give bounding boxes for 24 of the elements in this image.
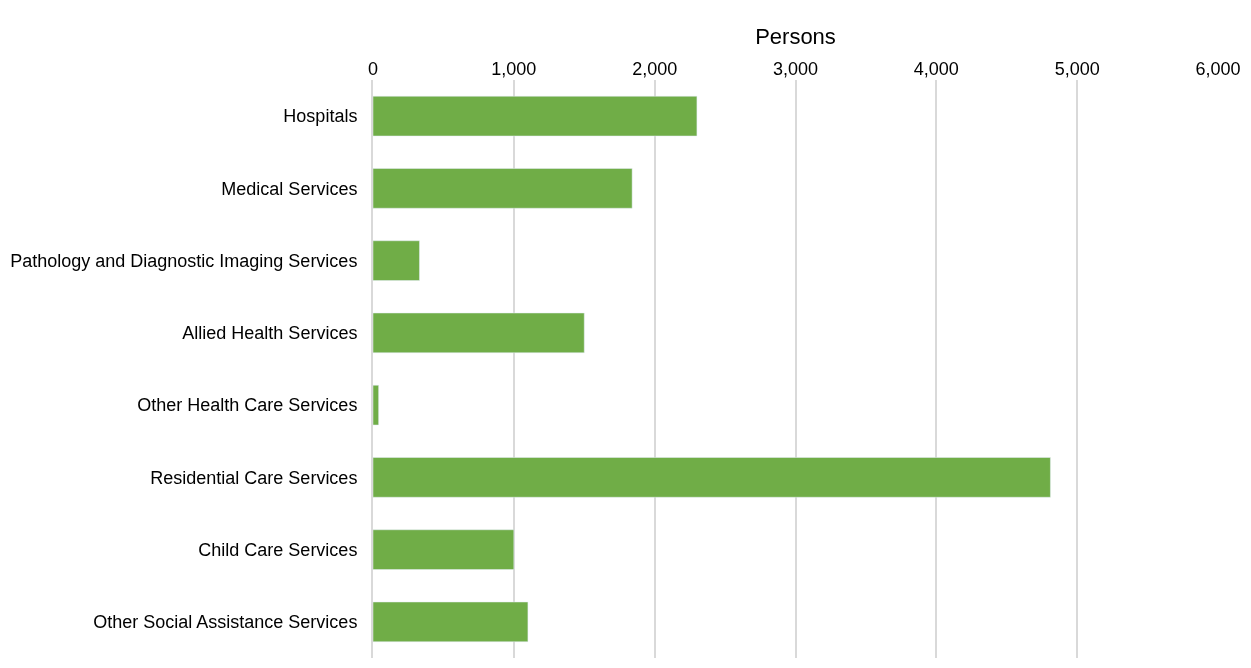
x-tick-label: 6,000: [1195, 59, 1241, 80]
x-tick-label: 5,000: [1054, 59, 1100, 80]
y-tick-label: Other Health Care Services: [137, 395, 358, 416]
bar: [373, 385, 379, 426]
y-tick-label: Hospitals: [283, 106, 358, 127]
y-tick-label: Residential Care Services: [150, 467, 358, 488]
x-axis-title: Persons: [755, 24, 836, 50]
bar: [373, 240, 420, 281]
y-tick-label: Pathology and Diagnostic Imaging Services: [10, 250, 358, 271]
bar: [373, 312, 585, 353]
x-tick-label: 1,000: [491, 59, 537, 80]
y-tick-label: Medical Services: [221, 178, 358, 199]
bar: [373, 457, 1051, 498]
x-tick-label: 2,000: [632, 59, 678, 80]
bar: [373, 529, 515, 570]
y-tick-label: Child Care Services: [198, 539, 358, 560]
x-tick-label: 0: [367, 59, 379, 80]
x-tick-label: 4,000: [913, 59, 959, 80]
y-tick-label: Allied Health Services: [182, 323, 358, 344]
y-tick-label: Other Social Assistance Services: [93, 612, 358, 633]
bar: [373, 168, 633, 209]
x-tick-label: 3,000: [772, 59, 819, 80]
bar: [373, 96, 698, 137]
bar: [373, 601, 529, 642]
